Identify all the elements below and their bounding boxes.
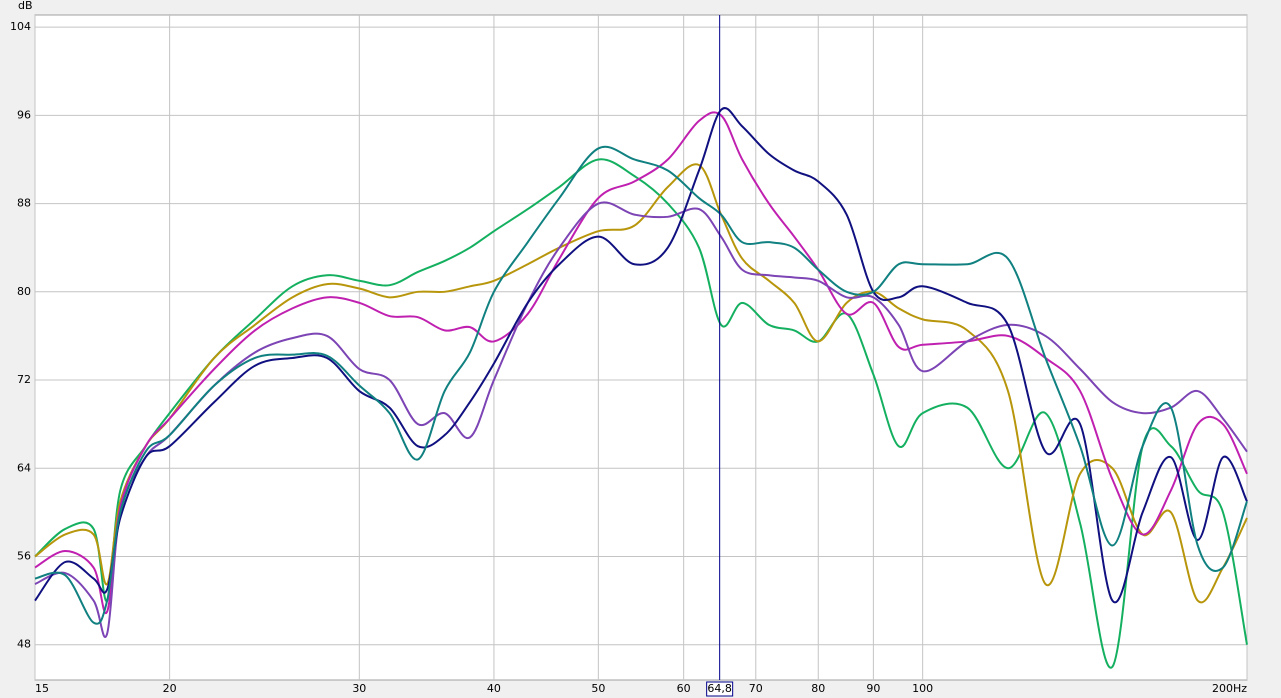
series-line [34, 111, 1248, 615]
y-axis-label: dB [18, 0, 33, 12]
x-tick-label: 100 [912, 682, 933, 695]
x-tick-label: 15 [35, 682, 49, 695]
series-line [34, 145, 1248, 625]
y-tick-label: 80 [17, 285, 31, 298]
x-tick-label: 40 [487, 682, 501, 695]
x-tick-label: 30 [352, 682, 366, 695]
series-line [34, 107, 1248, 604]
y-tick-label: 56 [17, 549, 31, 562]
x-tick-label: 50 [591, 682, 605, 695]
x-tick-label: 20 [163, 682, 177, 695]
x-tick-label: 60 [677, 682, 691, 695]
plot-area [34, 14, 1248, 681]
y-tick-label: 72 [17, 373, 31, 386]
cursor-label-box [706, 681, 734, 697]
x-tick-label: 200Hz [1212, 682, 1247, 695]
x-tick-label: 80 [811, 682, 825, 695]
x-tick-label: 90 [866, 682, 880, 695]
y-tick-label: 104 [10, 20, 31, 33]
series-line [34, 163, 1248, 604]
y-tick-label: 64 [17, 461, 31, 474]
y-tick-label: 96 [17, 108, 31, 121]
x-tick-label: 70 [749, 682, 763, 695]
y-tick-label: 88 [17, 197, 31, 210]
cursor-label: 64,8 [707, 682, 732, 695]
y-tick-label: 48 [17, 638, 31, 651]
